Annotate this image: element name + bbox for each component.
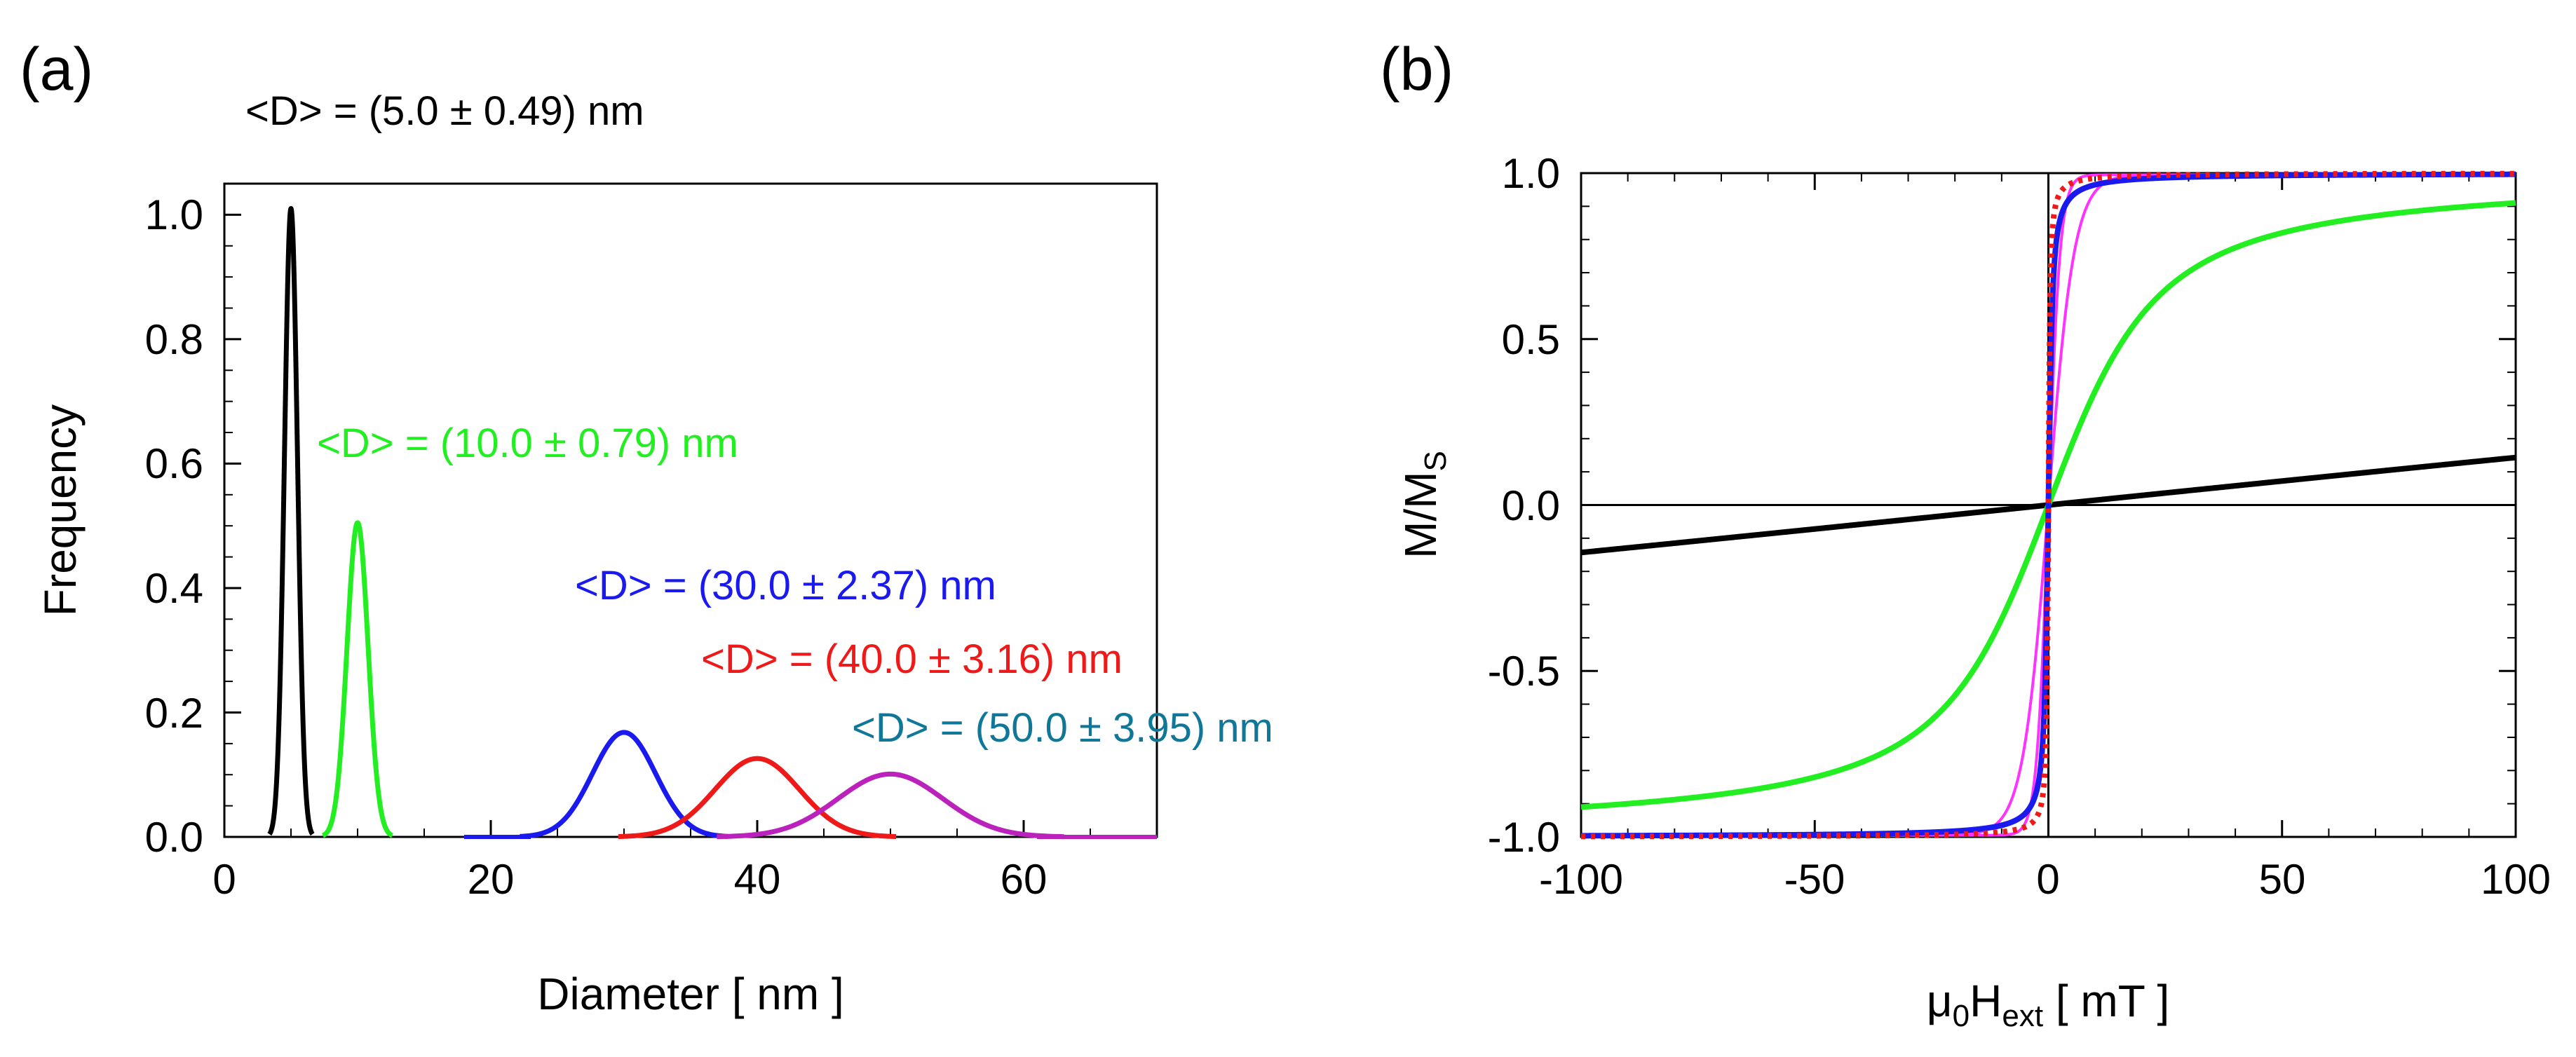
b-series-curve-D40 — [1580, 170, 2517, 840]
b-xtick-label: 50 — [2259, 856, 2306, 903]
annotation-d10: <D> = (10.0 ± 0.79) nm — [317, 421, 738, 466]
panel-a-curves — [267, 206, 1157, 840]
annotation-d50: <D> = (50.0 ± 3.95) nm — [852, 705, 1273, 751]
a-ytick-label: 0.0 — [145, 814, 203, 861]
b-ytick-label: -1.0 — [1488, 814, 1560, 861]
b-ytick-label: 0.5 — [1502, 316, 1560, 363]
a-y-axis-label: Frequency — [35, 404, 86, 616]
panel-b: (b) -1.0 -0.5 0.0 0.5 1.0 -100 -50 0 50 … — [1380, 36, 2551, 1033]
b-xtick-label: -50 — [1784, 856, 1845, 903]
a-series-curve-D5 — [267, 206, 315, 837]
a-series-curve-D30 — [518, 730, 730, 839]
b-ytick-label: 1.0 — [1502, 150, 1560, 197]
a-ytick-label: 1.0 — [145, 191, 203, 238]
panel-a-letter: (a) — [20, 36, 93, 103]
a-xtick-label: 0 — [212, 856, 236, 903]
b-xtick-label: -100 — [1539, 856, 1623, 903]
a-xtick-label: 20 — [468, 856, 515, 903]
a-x-axis-label: Diameter [ nm ] — [537, 969, 843, 1019]
b-xtick-label: 0 — [2036, 856, 2059, 903]
b-y-axis-label: M/MS — [1395, 451, 1453, 559]
a-ytick-label: 0.2 — [145, 690, 203, 737]
b-ytick-label: -0.5 — [1488, 648, 1560, 695]
panel-b-curves — [1580, 170, 2517, 840]
a-xtick-label: 60 — [1001, 856, 1048, 903]
b-ytick-label: 0.0 — [1502, 482, 1560, 529]
annotation-d30: <D> = (30.0 ± 2.37) nm — [575, 563, 996, 608]
a-series-curve-D10 — [320, 520, 395, 838]
a-xtick-label: 40 — [734, 856, 781, 903]
a-ytick-label: 0.8 — [145, 316, 203, 363]
annotation-d40: <D> = (40.0 ± 3.16) nm — [701, 636, 1123, 682]
a-ytick-label: 0.6 — [145, 440, 203, 487]
b-xtick-label: 100 — [2481, 856, 2551, 903]
b-x-axis-label: μ0Hext [ mT ] — [1927, 976, 2169, 1033]
a-series-curve-D40 — [617, 756, 897, 840]
annotation-d5: <D> = (5.0 ± 0.49) nm — [245, 88, 644, 134]
panel-a: (a) 0.0 0.2 0.4 0.6 0.8 1.0 0 20 40 60 D… — [20, 36, 1273, 1019]
a-series-curve-D50 — [716, 771, 1065, 840]
panel-b-letter: (b) — [1380, 36, 1453, 103]
a-ytick-label: 0.4 — [145, 565, 203, 612]
